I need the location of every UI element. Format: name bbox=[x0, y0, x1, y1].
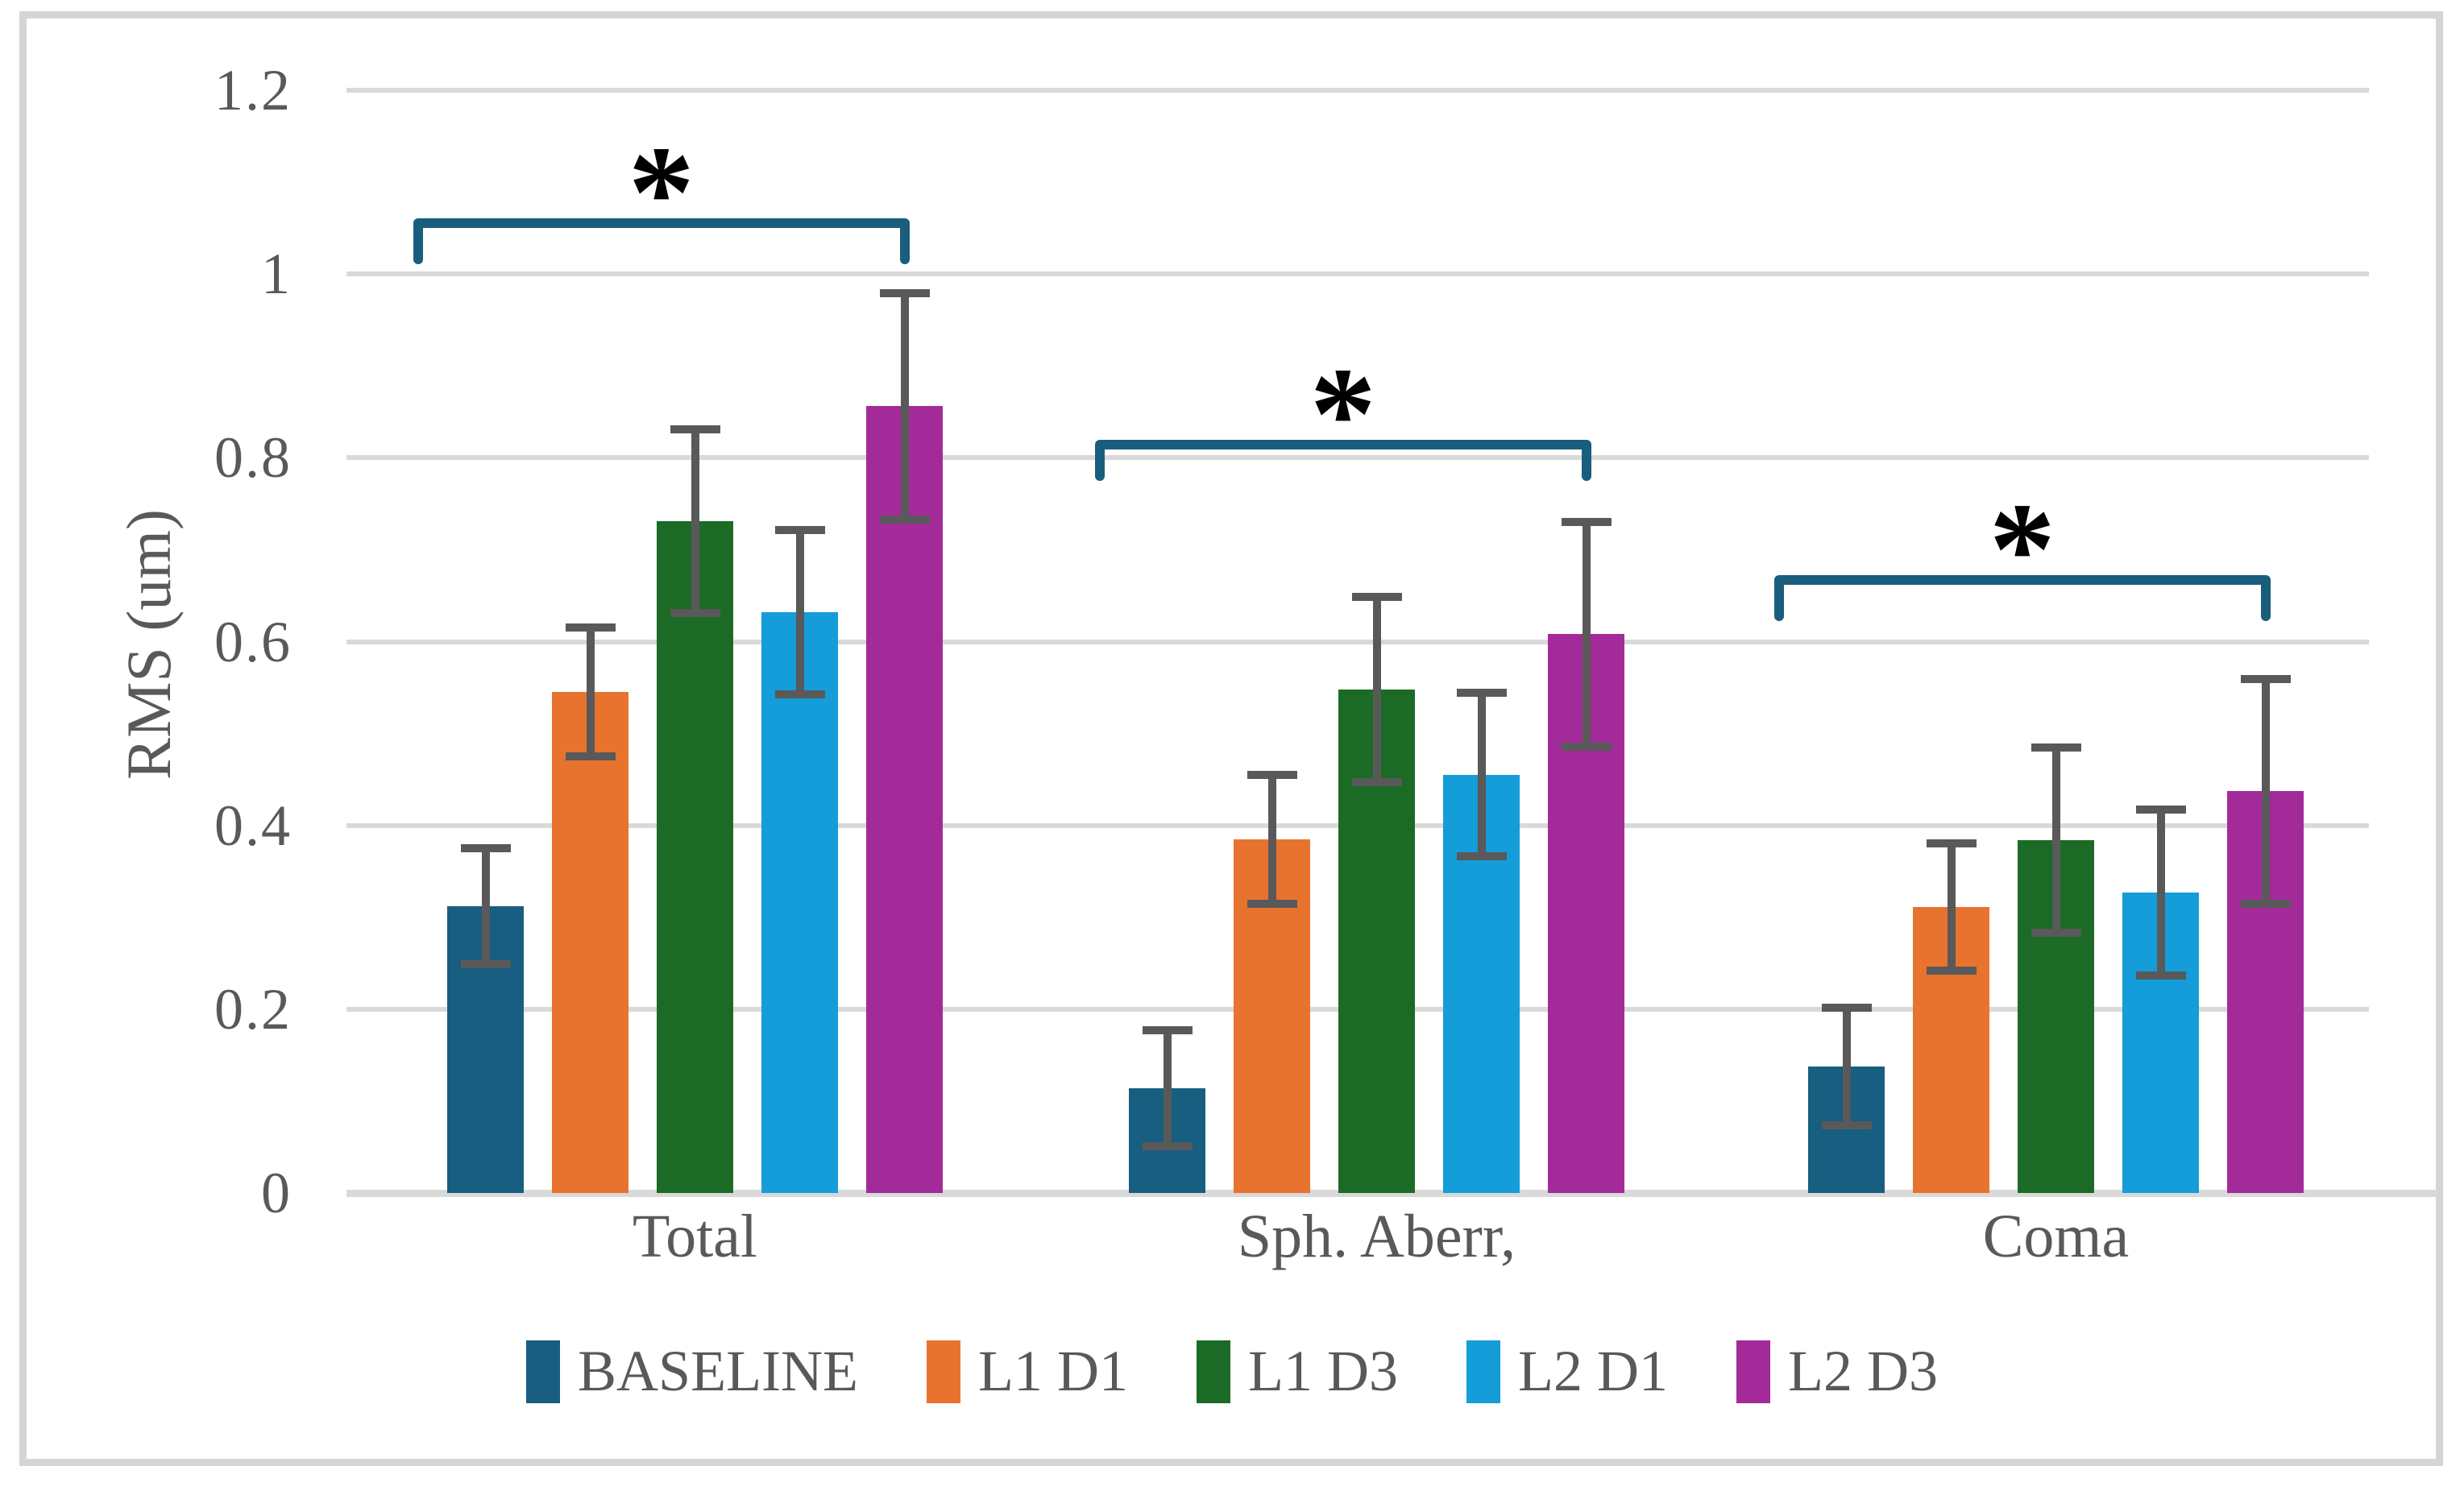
legend-item-l2-d1: L2 D1 bbox=[1466, 1338, 1668, 1405]
error-bar-coma-l1-d1 bbox=[1947, 843, 1956, 971]
bar-total-l2-d3 bbox=[866, 406, 943, 1193]
significance-asterisk-sph-aberr: * bbox=[1309, 339, 1377, 487]
legend-swatch-l1-d1 bbox=[927, 1340, 961, 1403]
error-cap-top-sph-aberr-l2-d3 bbox=[1561, 518, 1612, 527]
significance-asterisk-coma: * bbox=[1989, 475, 2056, 623]
legend-item-l1-d1: L1 D1 bbox=[927, 1338, 1128, 1405]
error-bar-sph-aberr-l1-d1 bbox=[1267, 774, 1276, 904]
error-bar-total-baseline bbox=[481, 848, 490, 964]
bar-total-l1-d3 bbox=[657, 521, 733, 1193]
error-cap-bottom-coma-l1-d3 bbox=[2031, 929, 2081, 938]
sig-bracket-right-end-coma bbox=[2260, 575, 2271, 622]
error-cap-top-total-l1-d1 bbox=[565, 623, 616, 632]
error-cap-bottom-total-l2-d3 bbox=[879, 515, 930, 524]
error-cap-top-sph-aberr-l1-d3 bbox=[1351, 592, 1402, 601]
sig-bracket-left-end-coma bbox=[1774, 575, 1784, 622]
sig-bracket-total bbox=[413, 217, 910, 228]
y-tick-label-0: 0 bbox=[261, 1161, 292, 1225]
x-category-label-sph-aberr: Sph. Aberr, bbox=[1237, 1203, 1516, 1270]
sig-bracket-left-end-total bbox=[413, 217, 423, 264]
legend: BASELINE L1 D1 L1 D3 L2 D1 L2 D3 bbox=[0, 1333, 2464, 1410]
error-cap-bottom-coma-baseline bbox=[1821, 1120, 1872, 1129]
sig-bracket-sph-aberr bbox=[1095, 439, 1591, 449]
error-cap-bottom-total-l1-d3 bbox=[670, 609, 720, 618]
error-bar-coma-l1-d3 bbox=[2051, 747, 2060, 934]
error-cap-top-total-l2-d1 bbox=[774, 526, 825, 535]
error-bar-total-l1-d1 bbox=[586, 628, 595, 757]
error-cap-bottom-total-l2-d1 bbox=[774, 690, 825, 698]
error-bar-total-l2-d1 bbox=[795, 530, 804, 694]
x-category-label-total: Total bbox=[632, 1203, 758, 1270]
chart-frame bbox=[19, 11, 2443, 1466]
x-category-label-coma: Coma bbox=[1982, 1203, 2130, 1270]
error-cap-top-sph-aberr-l2-d1 bbox=[1456, 689, 1507, 698]
error-bar-sph-aberr-l2-d1 bbox=[1477, 693, 1486, 857]
error-cap-bottom-sph-aberr-l1-d1 bbox=[1247, 899, 1297, 908]
error-cap-bottom-coma-l1-d1 bbox=[1926, 966, 1977, 975]
legend-item-l1-d3: L1 D3 bbox=[1197, 1338, 1398, 1405]
error-cap-bottom-coma-l2-d1 bbox=[2135, 971, 2186, 980]
bar-total-l1-d1 bbox=[552, 692, 628, 1193]
error-bar-coma-l2-d1 bbox=[2156, 810, 2165, 975]
sig-bracket-right-end-sph-aberr bbox=[1581, 439, 1591, 481]
legend-swatch-l2-d1 bbox=[1466, 1340, 1500, 1403]
error-cap-bottom-sph-aberr-l2-d1 bbox=[1456, 852, 1507, 861]
error-cap-bottom-total-l1-d1 bbox=[565, 752, 616, 761]
error-bar-coma-baseline bbox=[1842, 1007, 1851, 1125]
sig-bracket-right-end-total bbox=[899, 217, 910, 264]
error-cap-bottom-coma-l2-d3 bbox=[2240, 899, 2291, 908]
error-cap-top-total-l1-d3 bbox=[670, 425, 720, 433]
error-bar-total-l2-d3 bbox=[900, 293, 909, 520]
error-cap-top-coma-l1-d1 bbox=[1926, 839, 1977, 848]
error-cap-top-coma-l2-d1 bbox=[2135, 806, 2186, 814]
gridline-1 bbox=[346, 271, 2369, 277]
sig-bracket-left-end-sph-aberr bbox=[1095, 439, 1105, 481]
legend-item-baseline: BASELINE bbox=[526, 1338, 858, 1405]
gridline-1.2 bbox=[346, 88, 2369, 93]
error-cap-top-coma-l2-d3 bbox=[2240, 675, 2291, 684]
significance-asterisk-total: * bbox=[628, 118, 695, 266]
legend-swatch-l1-d3 bbox=[1197, 1340, 1230, 1403]
error-cap-bottom-sph-aberr-l1-d3 bbox=[1351, 778, 1402, 787]
x-axis-line bbox=[346, 1190, 2437, 1197]
y-tick-label-0.4: 0.4 bbox=[214, 793, 292, 858]
bar-total-l2-d1 bbox=[761, 611, 838, 1193]
error-cap-bottom-sph-aberr-baseline bbox=[1142, 1141, 1193, 1150]
error-cap-bottom-sph-aberr-l2-d3 bbox=[1561, 742, 1612, 751]
legend-label-l2-d1: L2 D1 bbox=[1517, 1339, 1668, 1403]
legend-item-l2-d3: L2 D3 bbox=[1736, 1338, 1938, 1405]
legend-label-l1-d3: L1 D3 bbox=[1248, 1339, 1398, 1403]
error-cap-top-total-baseline bbox=[460, 844, 511, 853]
error-bar-sph-aberr-l1-d3 bbox=[1372, 596, 1381, 783]
gridline-0.6 bbox=[346, 639, 2369, 644]
y-tick-label-1: 1 bbox=[261, 242, 292, 307]
y-tick-label-0.8: 0.8 bbox=[214, 425, 292, 491]
error-bar-total-l1-d3 bbox=[691, 429, 699, 614]
y-tick-label-0.6: 0.6 bbox=[214, 609, 292, 674]
legend-label-l2-d3: L2 D3 bbox=[1787, 1339, 1938, 1403]
legend-label-baseline: BASELINE bbox=[578, 1339, 859, 1403]
y-tick-label-1.2: 1.2 bbox=[214, 58, 292, 122]
error-cap-top-sph-aberr-l1-d1 bbox=[1247, 770, 1297, 779]
gridline-0.8 bbox=[346, 455, 2369, 461]
error-bar-sph-aberr-baseline bbox=[1163, 1030, 1172, 1146]
y-tick-label-0.2: 0.2 bbox=[214, 976, 292, 1042]
error-cap-top-sph-aberr-baseline bbox=[1142, 1026, 1193, 1035]
error-cap-top-coma-baseline bbox=[1821, 1003, 1872, 1012]
error-cap-bottom-total-baseline bbox=[460, 959, 511, 968]
legend-swatch-l2-d3 bbox=[1736, 1340, 1770, 1403]
error-bar-sph-aberr-l2-d3 bbox=[1582, 522, 1591, 747]
error-cap-top-coma-l1-d3 bbox=[2031, 743, 2081, 752]
error-bar-coma-l2-d3 bbox=[2261, 679, 2270, 904]
legend-swatch-baseline bbox=[526, 1340, 561, 1403]
sig-bracket-coma bbox=[1774, 575, 2271, 586]
legend-label-l1-d1: L1 D1 bbox=[978, 1339, 1128, 1403]
error-cap-top-total-l2-d3 bbox=[879, 289, 930, 298]
